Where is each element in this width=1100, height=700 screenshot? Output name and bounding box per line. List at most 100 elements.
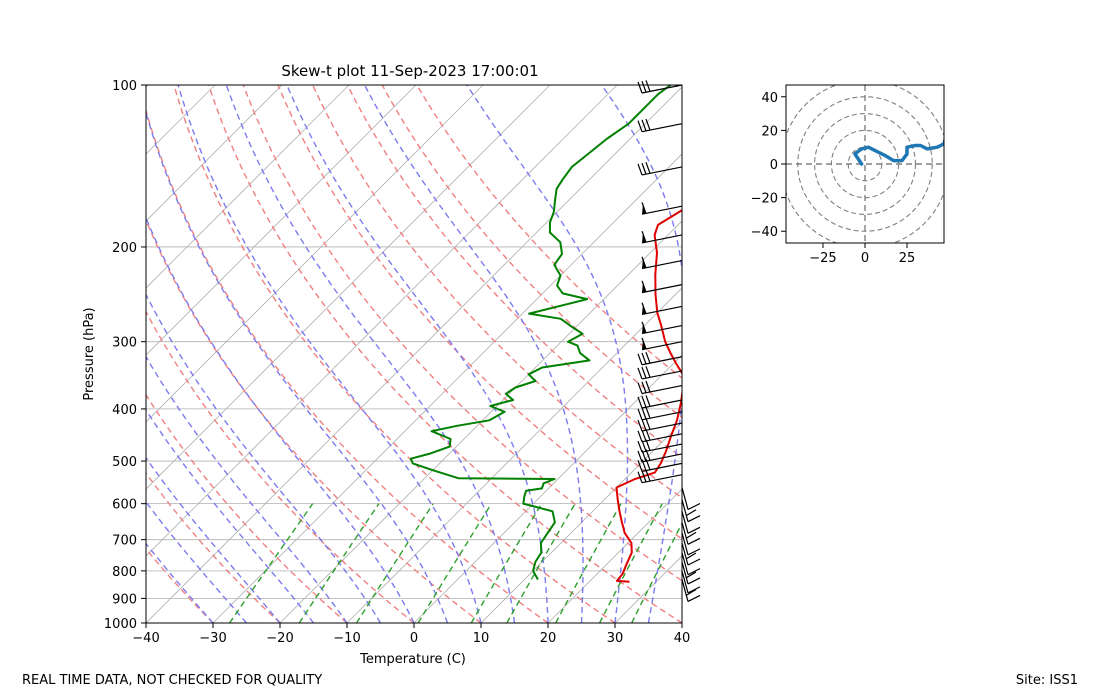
wind-barb bbox=[637, 351, 683, 366]
wind-barb bbox=[637, 418, 683, 432]
isotherm bbox=[480, 421, 682, 623]
y-tick-label: 600 bbox=[112, 498, 137, 513]
hodograph-ring bbox=[814, 113, 916, 215]
dry-adiabat bbox=[242, 85, 682, 582]
isotherm bbox=[146, 85, 216, 155]
wind-barb bbox=[637, 80, 683, 94]
dry-adiabat bbox=[207, 85, 682, 623]
dry-adiabat bbox=[146, 107, 549, 623]
isotherm bbox=[212, 153, 682, 623]
moist-adiabat bbox=[146, 216, 415, 623]
y-tick-label: 200 bbox=[112, 241, 137, 256]
x-tick-label: −30 bbox=[199, 631, 226, 646]
hodograph-y-tick-label: 0 bbox=[770, 158, 778, 173]
x-axis-ticks: −40 −30 −20 −10 0 10 20 30 40 bbox=[132, 623, 690, 646]
isotherm bbox=[146, 85, 484, 423]
moist-adiabat bbox=[225, 85, 516, 623]
hodograph-x-tick-label: 25 bbox=[899, 251, 916, 266]
wind-barb bbox=[637, 407, 683, 421]
x-tick-label: 20 bbox=[540, 631, 557, 646]
wind-barb bbox=[641, 302, 683, 316]
dewpoint-profile bbox=[409, 85, 672, 580]
isotherm bbox=[413, 354, 682, 623]
mixing-ratio-line bbox=[598, 503, 663, 623]
mixing-ratio-line bbox=[470, 503, 543, 623]
hodograph: −25 0 25 40 20 0 −20 −40 bbox=[751, 84, 945, 266]
isotherm bbox=[146, 85, 350, 289]
dry-adiabat bbox=[416, 85, 682, 380]
sounding-lines bbox=[409, 85, 682, 583]
dry-adiabat bbox=[146, 472, 281, 623]
y-tick-label: 500 bbox=[112, 455, 137, 470]
wind-barb bbox=[641, 202, 683, 215]
hodograph-y-ticks: 40 20 0 −20 −40 bbox=[751, 91, 786, 240]
x-tick-label: 40 bbox=[674, 631, 691, 646]
hodograph-x-ticks: −25 0 25 bbox=[809, 243, 915, 266]
isotherm bbox=[547, 488, 682, 623]
mixing-ratio-line bbox=[417, 503, 492, 623]
isotherm bbox=[146, 85, 618, 557]
hodograph-x-tick-label: 0 bbox=[861, 251, 869, 266]
wind-barb bbox=[681, 579, 701, 603]
dry-adiabat bbox=[146, 218, 482, 623]
isotherm bbox=[681, 622, 682, 623]
wind-barb bbox=[637, 429, 683, 443]
isotherm bbox=[146, 85, 417, 356]
wind-barb bbox=[681, 532, 701, 556]
dry-adiabat bbox=[312, 85, 682, 499]
moist-adiabat bbox=[146, 542, 214, 623]
hodograph-y-tick-label: −40 bbox=[751, 225, 778, 240]
x-tick-label: −20 bbox=[266, 631, 293, 646]
wind-barb bbox=[681, 522, 701, 545]
hodograph-trace bbox=[853, 136, 944, 166]
moist-adiabat bbox=[286, 85, 549, 623]
isotherm bbox=[346, 287, 682, 623]
y-tick-label: 100 bbox=[112, 79, 137, 94]
wind-barb bbox=[637, 439, 683, 453]
hodograph-wind-trace bbox=[853, 136, 944, 166]
y-tick-label: 800 bbox=[112, 565, 137, 580]
wind-barb bbox=[681, 499, 701, 523]
hodograph-y-tick-label: 40 bbox=[761, 91, 778, 106]
isotherm bbox=[0, 85, 14, 623]
background-lines bbox=[0, 85, 682, 623]
wind-barb bbox=[637, 458, 683, 472]
x-tick-label: −40 bbox=[132, 631, 159, 646]
moist-adiabat bbox=[146, 293, 382, 623]
moist-adiabat bbox=[681, 619, 682, 623]
isotherm bbox=[279, 220, 682, 623]
wind-barb bbox=[681, 552, 701, 576]
wind-barb bbox=[681, 542, 701, 566]
dry-adiabat bbox=[146, 547, 214, 623]
x-tick-label: −10 bbox=[333, 631, 360, 646]
mixing-ratio-line bbox=[229, 503, 314, 623]
mixing-ratio-line bbox=[355, 503, 434, 623]
wind-barb bbox=[637, 469, 683, 484]
y-tick-label: 1000 bbox=[104, 617, 137, 632]
x-tick-label: 10 bbox=[473, 631, 490, 646]
y-axis-label: Pressure (hPa) bbox=[82, 307, 97, 400]
skewt-plot: Skew-t plot 11-Sep-2023 17:00:01 −40 −30 −… bbox=[0, 62, 701, 667]
x-tick-label: 0 bbox=[410, 631, 418, 646]
dry-adiabat bbox=[277, 85, 682, 540]
wind-barb bbox=[641, 337, 683, 351]
mixing-ratio-line bbox=[555, 503, 622, 623]
hodograph-y-tick-label: 20 bbox=[761, 124, 778, 139]
wind-barb bbox=[637, 162, 683, 176]
dry-adiabat bbox=[146, 310, 415, 623]
site-label: Site: ISS1 bbox=[1015, 673, 1078, 688]
wind-barb bbox=[641, 230, 683, 244]
chart-title: Skew-t plot 11-Sep-2023 17:00:01 bbox=[281, 62, 538, 80]
wind-barb bbox=[641, 321, 683, 335]
wind-barb bbox=[637, 449, 683, 463]
wind-barb bbox=[637, 395, 683, 409]
dry-adiabat bbox=[381, 85, 682, 419]
isotherm bbox=[0, 85, 81, 623]
moist-adiabat bbox=[146, 408, 315, 623]
temperature-profile bbox=[615, 208, 682, 583]
mixing-ratio-line bbox=[506, 503, 576, 623]
isotherm bbox=[146, 85, 551, 490]
wind-barb bbox=[681, 561, 701, 585]
